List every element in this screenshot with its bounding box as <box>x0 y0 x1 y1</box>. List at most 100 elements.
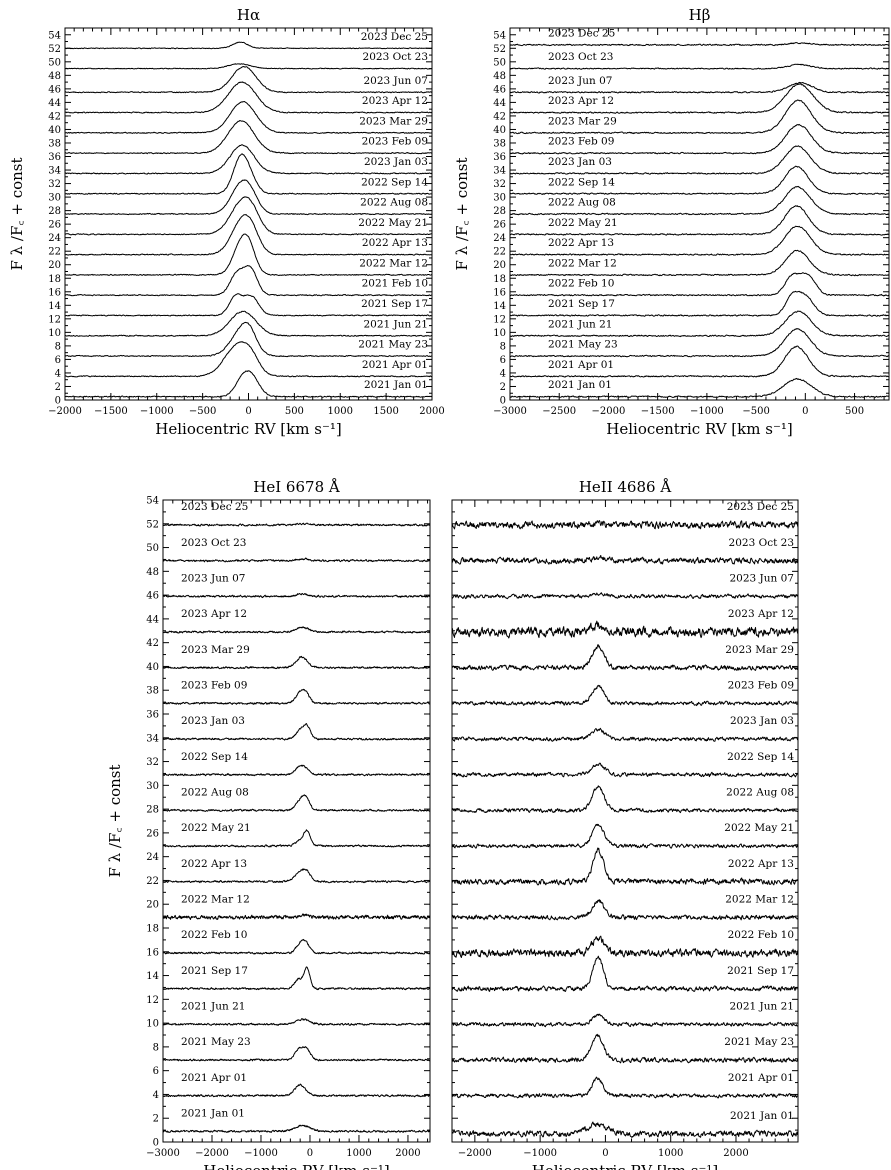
spectrum-line <box>163 794 430 812</box>
date-label: 2021 Apr 01 <box>181 1072 247 1084</box>
y-tick-label: 18 <box>146 924 159 935</box>
date-label: 2023 Feb 09 <box>548 136 614 148</box>
x-tick-label: −2000 <box>195 1148 229 1159</box>
spectrum-line <box>510 377 889 398</box>
date-label: 2022 Sep 14 <box>548 176 615 188</box>
y-tick-label: 40 <box>48 125 61 136</box>
spectrum-line <box>510 225 889 256</box>
date-label: 2022 Sep 14 <box>727 751 794 763</box>
y-tick-label: 46 <box>493 84 506 95</box>
date-label: 2021 May 23 <box>181 1036 251 1048</box>
spectrum-line <box>65 214 432 256</box>
y-tick-label: 54 <box>48 30 61 41</box>
date-label: 2023 Dec 25 <box>727 501 794 513</box>
y-tick-label: 4 <box>55 368 61 379</box>
spectrum-line <box>510 81 889 94</box>
date-label: 2023 Apr 12 <box>548 95 614 107</box>
y-tick-label: 40 <box>493 125 506 136</box>
spectrum-line <box>510 290 889 317</box>
date-label: 2021 Apr 01 <box>362 359 428 371</box>
date-label: 2021 May 23 <box>358 339 428 351</box>
y-tick-label: 48 <box>48 71 61 82</box>
spectrum-line <box>65 310 432 337</box>
date-label: 2021 Sep 17 <box>181 965 248 977</box>
spectrum-line <box>452 620 798 639</box>
spectrum-line <box>65 66 432 94</box>
y-tick-label: 34 <box>493 166 506 177</box>
y-tick-label: 8 <box>55 341 61 352</box>
y-tick-label: 12 <box>146 995 159 1006</box>
spectrum-line <box>163 626 430 634</box>
y-tick-label: 22 <box>493 247 506 258</box>
y-tick-label: 16 <box>493 287 506 298</box>
x-tick-label: 500 <box>845 406 864 417</box>
date-label: 2022 Aug 08 <box>548 197 616 209</box>
y-tick-label: 10 <box>146 1019 159 1030</box>
y-tick-label: 42 <box>146 638 159 649</box>
date-label: 2023 Mar 29 <box>181 644 250 656</box>
date-label: 2021 Sep 17 <box>548 298 615 310</box>
y-tick-label: 38 <box>493 138 506 149</box>
x-tick-label: 2000 <box>723 1148 748 1159</box>
spectrum-line <box>65 196 432 236</box>
date-label: 2023 Oct 23 <box>181 537 246 549</box>
spectrum-line <box>452 592 798 600</box>
y-axis-label: F λ /F꜀ + const <box>106 764 124 877</box>
y-tick-label: 48 <box>493 71 506 82</box>
y-tick-label: 20 <box>146 900 159 911</box>
panel-heii-4686: HeII 4686 Å −2000 −1000 0 1000 2000 Heliocentr… <box>451 478 799 1170</box>
spectrum-line <box>452 1076 798 1099</box>
y-tick-label: 18 <box>48 274 61 285</box>
panel-hei-6678: HeI 6678 Å024681012141618202224262830323… <box>106 478 431 1170</box>
y-tick-label: 26 <box>48 220 61 231</box>
spectrum-line <box>452 785 798 814</box>
y-tick-label: 44 <box>48 98 61 109</box>
x-tick-label: 1000 <box>346 1148 371 1159</box>
y-tick-label: 32 <box>146 757 159 768</box>
y-tick-label: 44 <box>146 614 159 625</box>
x-tick-label: −500 <box>189 406 216 417</box>
x-tick-label: −2000 <box>458 1148 492 1159</box>
x-tick-label: 0 <box>602 1148 608 1159</box>
x-tick-label: −1000 <box>244 1148 278 1159</box>
spectrum-line <box>510 63 889 70</box>
y-tick-label: 36 <box>48 152 61 163</box>
date-label: 2023 Jan 03 <box>181 715 245 727</box>
spectrum-line <box>65 41 432 50</box>
spectrum-line <box>163 829 430 848</box>
y-tick-label: 26 <box>146 828 159 839</box>
y-tick-label: 20 <box>48 260 61 271</box>
date-label: 2021 Jun 21 <box>364 318 429 330</box>
date-label: 2022 May 21 <box>724 822 794 834</box>
panel-halpha: Hα02468101214161820222426283032343638404… <box>8 6 445 438</box>
date-label: 2023 Apr 12 <box>728 608 794 620</box>
x-axis-label: Heliocentric RV [km s⁻¹] <box>532 1162 718 1170</box>
spectrum-line <box>65 153 432 195</box>
date-label: 2023 Jun 07 <box>364 75 429 87</box>
y-tick-label: 24 <box>146 852 159 863</box>
y-tick-label: 50 <box>493 57 506 68</box>
y-tick-label: 30 <box>48 193 61 204</box>
spectrum-line <box>452 955 798 992</box>
date-label: 2023 Dec 25 <box>361 31 428 43</box>
y-tick-label: 54 <box>146 496 159 507</box>
y-tick-label: 36 <box>493 152 506 163</box>
y-tick-label: 32 <box>493 179 506 190</box>
spectrum-line <box>65 233 432 276</box>
y-tick-label: 2 <box>55 382 61 393</box>
spectrum-line <box>510 328 889 358</box>
y-tick-label: 12 <box>48 314 61 325</box>
spectrum-line <box>163 557 430 563</box>
date-label: 2023 Jun 07 <box>548 75 613 87</box>
date-label: 2023 Mar 29 <box>359 115 428 127</box>
date-label: 2022 Mar 12 <box>359 257 428 269</box>
x-tick-label: 1000 <box>658 1148 683 1159</box>
y-tick-label: 6 <box>153 1066 159 1077</box>
x-tick-label: 1000 <box>328 406 353 417</box>
spectrum-line <box>163 655 430 670</box>
date-label: 2023 Feb 09 <box>181 679 247 691</box>
spectrum-line <box>163 522 430 527</box>
y-tick-label: 0 <box>55 396 61 407</box>
date-label: 2022 May 21 <box>548 217 618 229</box>
spectrum-line <box>65 101 432 134</box>
